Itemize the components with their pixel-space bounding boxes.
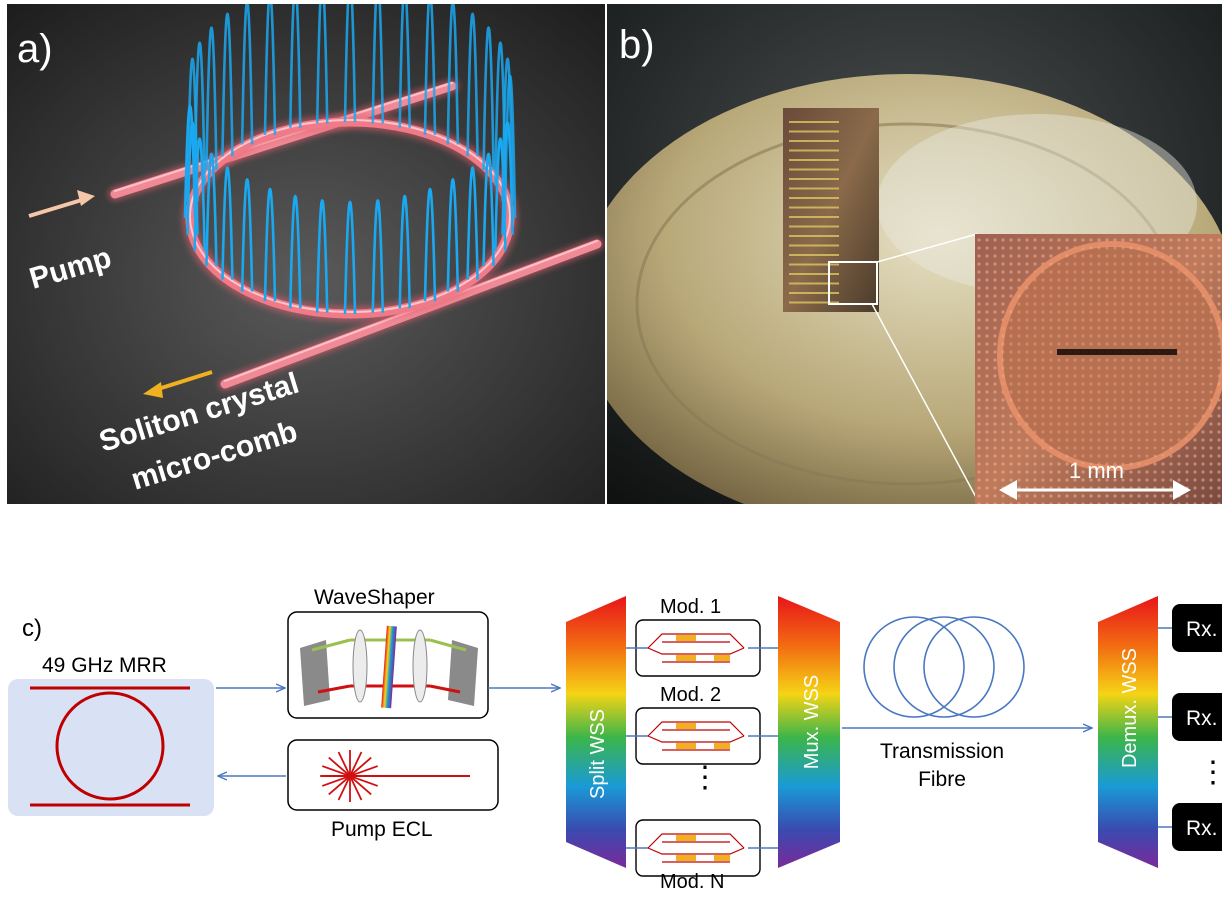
- panel-b-label: b): [619, 23, 655, 67]
- comb-line: [466, 12, 479, 157]
- comb-line: [371, 199, 385, 313]
- mrr-label: 49 GHz MRR: [42, 654, 167, 677]
- receiver-1-label: Rx. 1: [1186, 618, 1222, 641]
- comb-line: [446, 178, 460, 292]
- receiver-n: [1158, 803, 1222, 851]
- transmission-fibre-coils: [863, 616, 1025, 718]
- scale-bar: [999, 480, 1191, 500]
- comb-line: [398, 194, 412, 309]
- pump-ecl-label: Pump ECL: [331, 818, 433, 841]
- receiver-ellipsis: ⋮: [1198, 756, 1222, 789]
- mux-wss: [778, 596, 840, 868]
- split-wss-label: Split WSS: [587, 709, 609, 799]
- receiver-1: [1158, 604, 1222, 652]
- pump-arrow: [28, 190, 95, 218]
- modulator-stack: [626, 619, 778, 877]
- photonic-chip: [783, 108, 879, 312]
- waveshaper-label: WaveShaper: [314, 586, 435, 609]
- demux-wss: [1098, 596, 1158, 868]
- receiver-2-label: Rx. 2: [1186, 707, 1222, 730]
- mod-n-label: Mod. N: [660, 871, 724, 893]
- comb-line: [205, 26, 218, 171]
- panel-a-label: a): [17, 27, 53, 71]
- comb-line: [288, 4, 302, 128]
- modulator: [635, 819, 761, 877]
- comb-line: [288, 194, 302, 309]
- comb-line: [221, 12, 234, 157]
- comb-line: [466, 166, 479, 280]
- output-arrow: [143, 370, 213, 398]
- ring-zoom-inset: [975, 234, 1222, 504]
- panel-a-microresonator-render: a) Pump Soliton crystal micro-comb: [7, 4, 605, 504]
- panel-b-chip-photo: 1 mm b): [607, 4, 1222, 504]
- comb-line: [315, 4, 329, 124]
- mod-1-label: Mod. 1: [660, 596, 721, 618]
- mrr-block: [8, 679, 214, 816]
- comb-line: [446, 4, 460, 145]
- mod-2-label: Mod. 2: [660, 684, 721, 706]
- microring-resonator: [182, 114, 518, 322]
- chip-zoom-box: [828, 261, 878, 305]
- comb-line: [221, 166, 234, 280]
- comb-line: [240, 4, 254, 145]
- receiver-2: [1158, 693, 1222, 741]
- comb-line: [423, 187, 437, 302]
- scale-bar-label: 1 mm: [1069, 458, 1124, 483]
- comb-line: [482, 152, 495, 267]
- demux-wss-label: Demux. WSS: [1119, 648, 1141, 768]
- mod-ellipsis: ⋮: [690, 761, 720, 794]
- mux-wss-label: Mux. WSS: [801, 675, 823, 769]
- comb-line: [494, 137, 507, 251]
- soliton-comb-lines: [183, 4, 517, 315]
- comb-line: [398, 4, 412, 128]
- comb-line: [205, 152, 218, 267]
- comb-line: [371, 4, 385, 124]
- panel-c-system-diagram: c) 49 GHz MRR WaveShaper Pump ECL Split: [8, 586, 1222, 893]
- comb-line: [482, 26, 495, 171]
- modulator: [635, 707, 761, 765]
- comb-line: [263, 4, 277, 135]
- comb-line: [343, 4, 357, 123]
- input-bus-waveguide: [108, 79, 459, 201]
- comb-line: [501, 57, 514, 202]
- modulator: [635, 619, 761, 677]
- comb-line: [423, 4, 437, 135]
- comb-line: [193, 41, 206, 186]
- comb-line: [240, 178, 254, 292]
- fibre-label-line2: Fibre: [918, 768, 966, 791]
- fibre-label-line1: Transmission: [880, 740, 1004, 763]
- waveshaper-block: [287, 611, 489, 719]
- comb-line: [343, 200, 357, 315]
- pump-ecl-block: [287, 739, 499, 811]
- comb-line: [315, 199, 329, 313]
- mrr-ring: [55, 691, 165, 801]
- comb-line: [263, 187, 277, 302]
- split-wss: [566, 596, 626, 868]
- receiver-n-label: Rx. N: [1186, 817, 1222, 840]
- panel-c-label: c): [22, 615, 42, 642]
